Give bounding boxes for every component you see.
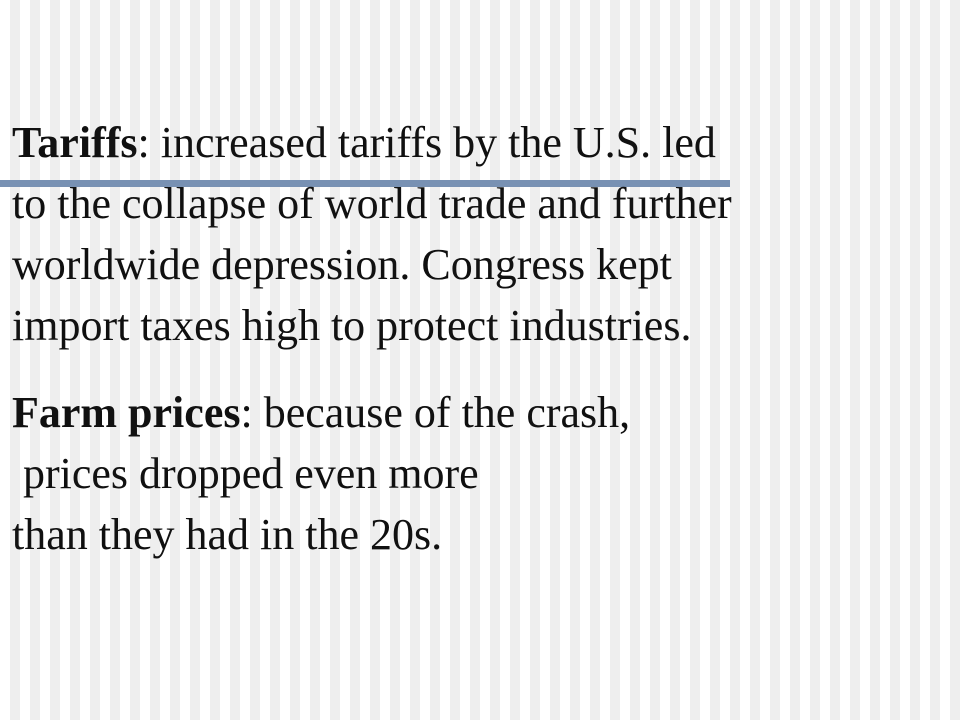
paragraph-line: import taxes high to protect industries.: [12, 301, 692, 350]
accent-rule: [0, 180, 730, 187]
paragraph-line: Tariffs: increased tariffs by the U.S. l…: [12, 112, 960, 173]
paragraph-line: than they had in the 20s.: [12, 510, 443, 559]
paragraph-farm-prices: Farm prices: because of the crash, price…: [12, 382, 960, 565]
paragraph-line: to the collapse of world trade and furth…: [12, 179, 732, 228]
paragraph-line: Farm prices: because of the crash,: [12, 382, 960, 443]
paragraph-tariffs: Tariffs: increased tariffs by the U.S. l…: [12, 112, 960, 356]
term-tariffs: Tariffs: [12, 118, 138, 167]
line-text: : increased tariffs by the U.S. led: [137, 118, 716, 167]
line-text: : because of the crash,: [240, 388, 631, 437]
term-farm-prices: Farm prices: [12, 388, 241, 437]
paragraph-line: worldwide depression. Congress kept: [12, 240, 672, 289]
paragraph-line: prices dropped even more: [12, 449, 479, 498]
slide-body: Tariffs: increased tariffs by the U.S. l…: [12, 112, 960, 565]
